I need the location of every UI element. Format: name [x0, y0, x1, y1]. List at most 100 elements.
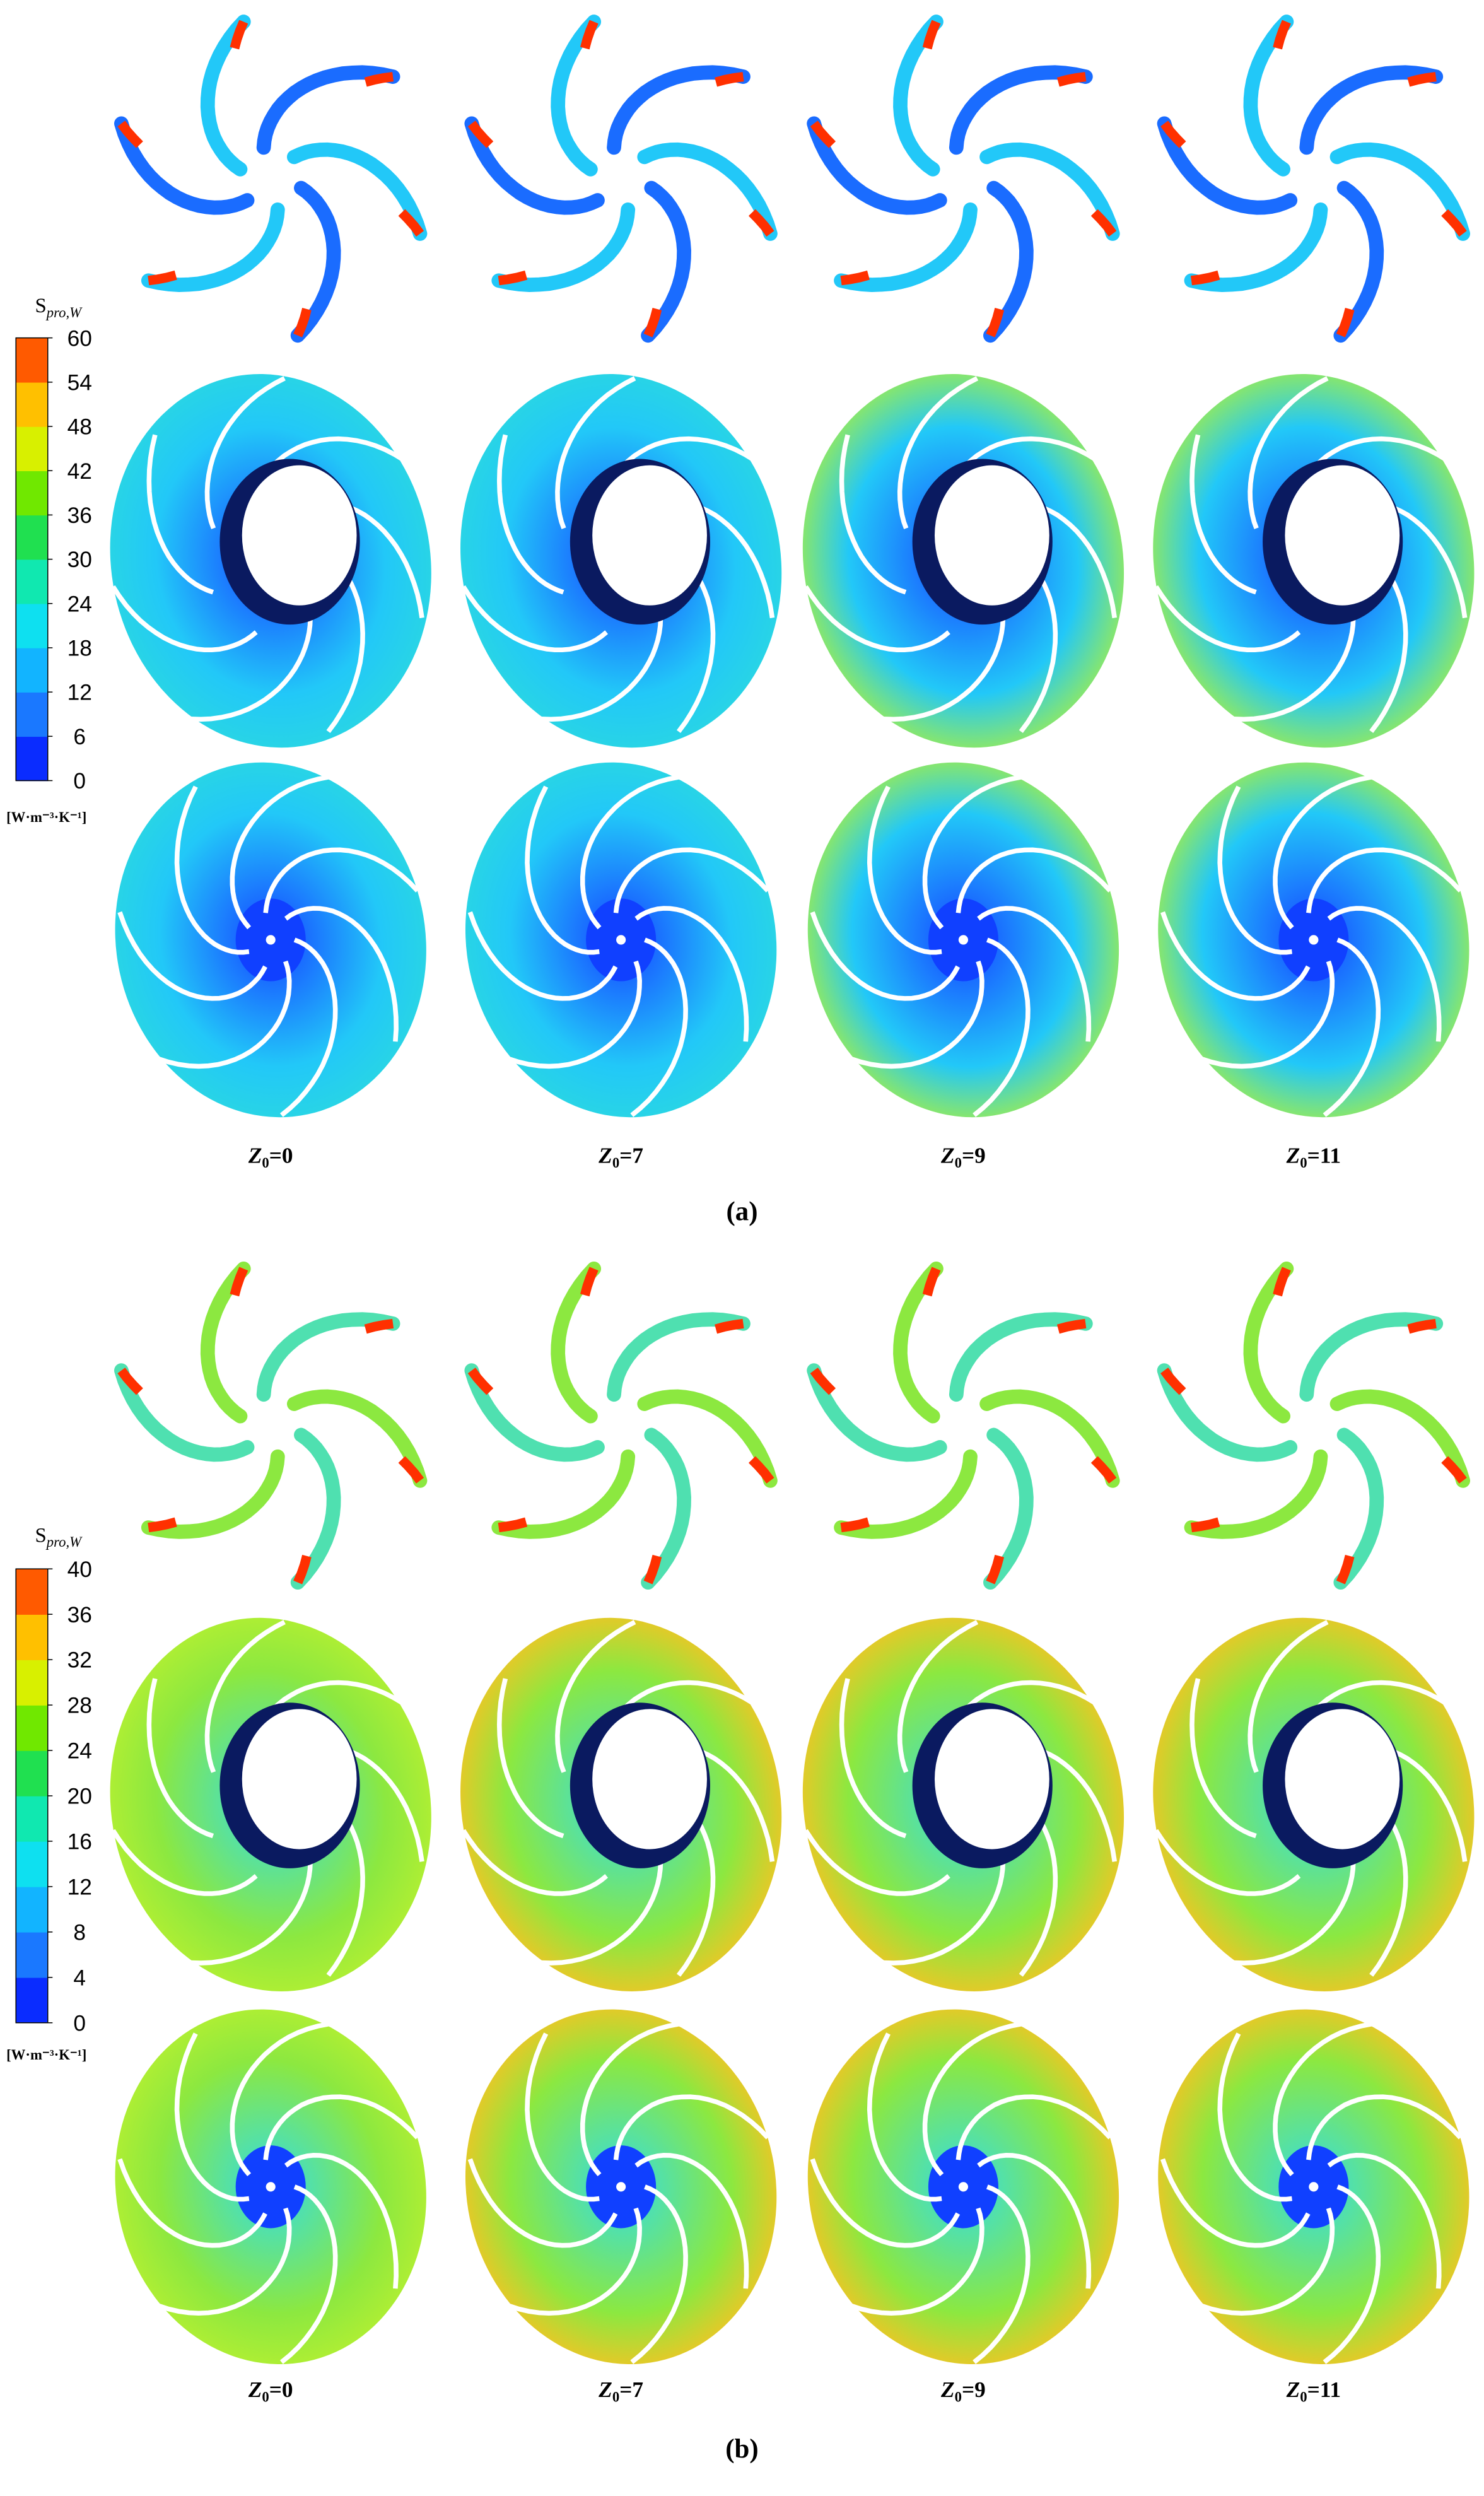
column-label-subscript: 0 — [1300, 1155, 1307, 1171]
blade-edge — [810, 120, 836, 148]
blade — [1327, 906, 1442, 1042]
blade-edge — [1090, 209, 1117, 237]
hub-highlight — [958, 2182, 969, 2192]
blade — [1247, 376, 1329, 529]
blade-fragment — [114, 1363, 255, 1462]
blade-edge — [748, 1456, 774, 1484]
column-label-subscript: 0 — [955, 1155, 962, 1171]
colorbar-tick-label: 0 — [73, 769, 86, 794]
blade — [1217, 2032, 1292, 2202]
blade — [461, 585, 609, 653]
colorbar-band — [16, 1614, 48, 1660]
blade-fragment — [637, 1389, 778, 1488]
blade-edge — [580, 1267, 599, 1297]
column-label-suffix: =9 — [962, 1143, 986, 1168]
blade-edge — [117, 120, 143, 148]
blade — [174, 2032, 250, 2202]
blade — [955, 847, 1112, 913]
blade — [525, 2032, 600, 2202]
blade-fragment — [200, 15, 251, 177]
colorbar-tick-label: 24 — [67, 592, 92, 616]
column-label: Z0=9 — [940, 1143, 986, 1171]
eye — [242, 1709, 357, 1849]
blade-fragment — [834, 1449, 978, 1539]
blade-edge — [643, 1554, 662, 1585]
blade — [1273, 775, 1372, 930]
column-label-suffix: =0 — [269, 1143, 293, 1168]
blade — [1160, 911, 1311, 1001]
blade — [174, 785, 250, 955]
column-label: Z0=11 — [1286, 1143, 1341, 1171]
colorbar-tick-label: 16 — [67, 1830, 92, 1854]
blade-edge — [580, 20, 599, 50]
colorbar-tick-label: 0 — [73, 2011, 86, 2036]
column-label-suffix: =11 — [1307, 2377, 1341, 2402]
blade-edge — [715, 1318, 744, 1334]
blade — [850, 2207, 984, 2316]
blade — [230, 775, 329, 930]
column-label: Z0=0 — [248, 1143, 293, 1171]
hub-highlight — [266, 2182, 276, 2192]
blade-fragment — [641, 1427, 691, 1590]
colorbar-band — [16, 559, 48, 604]
colorbar-tick-label: 20 — [67, 1784, 92, 1809]
blade-fragment — [807, 1363, 947, 1462]
blade-edge — [1273, 20, 1291, 50]
blade — [897, 1620, 979, 1773]
blade-fragment — [893, 15, 944, 177]
blade-edge — [1056, 1318, 1087, 1334]
column-label-symbol: Z — [598, 2377, 612, 2402]
column-label-symbol: Z — [598, 1143, 612, 1168]
blade — [467, 911, 618, 1001]
blade-edge — [715, 72, 744, 87]
blade-edge — [364, 1318, 394, 1334]
blade-fragment — [491, 202, 636, 292]
blade-fragment — [141, 202, 285, 292]
blade — [1327, 2153, 1442, 2289]
colorbar-band — [16, 426, 48, 471]
blade — [1154, 1829, 1301, 1896]
blade-fragment — [491, 1449, 636, 1539]
blade-edge — [810, 1368, 836, 1395]
hub-highlight — [1309, 935, 1319, 945]
blade — [284, 2153, 399, 2289]
hub-highlight — [266, 935, 276, 945]
blade — [146, 1678, 214, 1839]
blade — [810, 911, 961, 1001]
blade — [613, 2094, 770, 2160]
blade-fragment — [200, 1261, 251, 1424]
eye — [592, 465, 707, 606]
blade-fragment — [1243, 15, 1294, 177]
colorbar-band — [16, 1977, 48, 2024]
blade — [507, 2207, 642, 2316]
blade — [634, 2153, 749, 2289]
blade — [190, 1861, 313, 1966]
column-label-suffix: =9 — [962, 2377, 986, 2402]
blade-edge — [1441, 1456, 1467, 1484]
blade — [973, 937, 1031, 1117]
column-label-symbol: Z — [940, 2377, 955, 2402]
panel-label: (b) — [725, 2434, 758, 2464]
colorbar-band — [16, 603, 48, 648]
blade-edge — [1160, 1368, 1186, 1395]
eye — [592, 1709, 707, 1849]
blade — [634, 906, 749, 1042]
colorbar-tick-label: 32 — [67, 1648, 92, 1673]
colorbar-tick-label: 28 — [67, 1694, 92, 1718]
colorbar-band — [16, 1795, 48, 1842]
blade — [1306, 847, 1463, 913]
colorbar-title-subscript: pro,W — [45, 1534, 83, 1550]
colorbar-tick-label: 8 — [73, 1920, 86, 1945]
blade-fragment — [807, 116, 947, 215]
blade — [157, 960, 292, 1069]
blade-fragment — [256, 1312, 400, 1402]
eye — [1285, 465, 1400, 606]
blade-fragment — [983, 180, 1034, 343]
blade — [1154, 585, 1301, 653]
blade-edge — [467, 120, 494, 148]
blade — [630, 937, 688, 1117]
blade — [111, 1829, 258, 1896]
eye — [1285, 1709, 1400, 1849]
blade — [973, 2184, 1031, 2364]
blade-fragment — [979, 1389, 1120, 1488]
